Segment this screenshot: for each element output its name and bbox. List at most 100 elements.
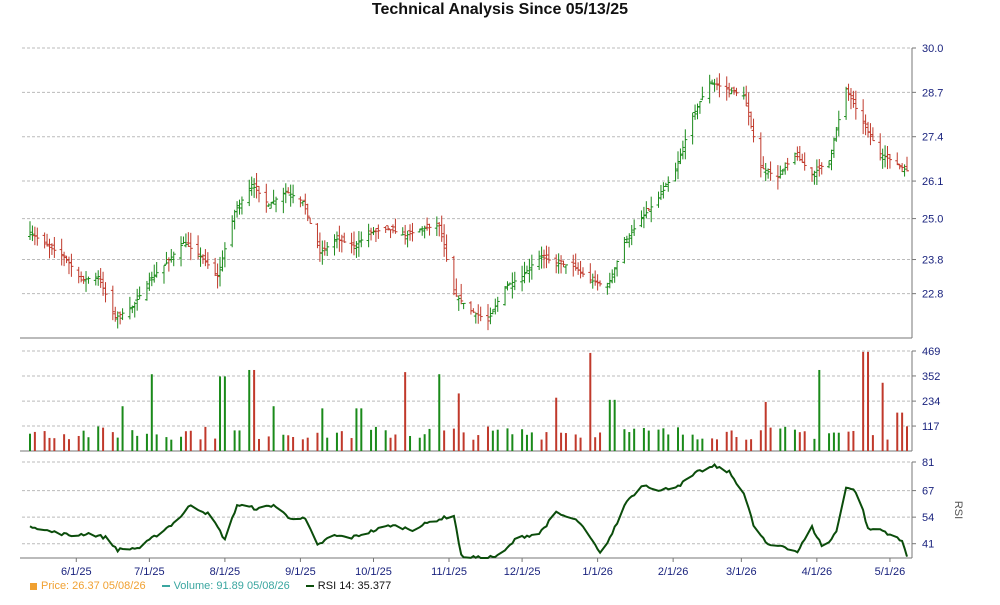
volume-bar (862, 351, 865, 451)
volume-bar (316, 432, 319, 451)
volume-bar (828, 433, 831, 451)
volume-bar (560, 432, 563, 451)
price-legend-swatch (30, 582, 37, 590)
volume-bar (642, 428, 645, 451)
volume-bar (711, 438, 714, 451)
x-tick-label: 5/1/26 (875, 566, 906, 578)
volume-bar (779, 428, 782, 451)
volume-bar (457, 393, 460, 451)
volume-bar (389, 437, 392, 451)
price-y-tick-label: 26.1 (922, 176, 943, 188)
volume-bar (102, 427, 105, 451)
x-tick-label: 12/1/25 (504, 566, 541, 578)
volume-bar (404, 372, 407, 451)
volume-bar (170, 439, 173, 451)
volume-bar (521, 429, 524, 451)
volume-bar (82, 430, 85, 451)
rsi-legend-swatch (305, 585, 314, 587)
volume-bar (233, 430, 236, 451)
rsi-y-tick-label: 67 (922, 486, 934, 498)
volume-bar (881, 382, 884, 451)
volume-bar (803, 431, 806, 451)
volume-bar (267, 436, 270, 451)
volume-bar (418, 437, 421, 451)
volume-bar (745, 439, 748, 451)
volume-bar (340, 431, 343, 451)
volume-bar (184, 431, 187, 451)
volume-bar (423, 434, 426, 451)
volume-bar (832, 432, 835, 451)
volume-bar (837, 432, 840, 451)
volume-bar (764, 401, 767, 451)
price-y-tick-label: 27.4 (922, 132, 943, 144)
volume-bar (428, 428, 431, 451)
volume-bar (472, 439, 475, 451)
volume-bar (306, 437, 309, 451)
volume-bar (301, 439, 304, 451)
volume-bar (735, 437, 738, 451)
volume-bar (43, 431, 46, 451)
volume-bar (901, 412, 904, 451)
volume-bar (282, 434, 285, 451)
page-title: Technical Analysis Since 05/13/25 (371, 1, 629, 18)
volume-bar (589, 352, 592, 451)
x-tick-label: 1/1/26 (582, 566, 613, 578)
volume-bar (155, 434, 158, 451)
volume-bar (730, 430, 733, 451)
volume-legend-swatch (161, 585, 170, 587)
volume-bar (715, 439, 718, 451)
volume-bar (292, 437, 295, 451)
price-legend-label: Price: 26.37 05/08/26 (41, 580, 146, 592)
volume-bar (374, 426, 377, 451)
volume-bar (852, 430, 855, 451)
volume-bar (48, 437, 51, 451)
volume-bar (886, 439, 889, 451)
volume-bar (63, 434, 66, 451)
price-y-tick-label: 28.7 (922, 87, 943, 99)
volume-bar (189, 430, 192, 451)
volume-bar (628, 432, 631, 451)
volume-bar (667, 434, 670, 451)
volume-bar (701, 438, 704, 451)
volume-bar (87, 437, 90, 451)
rsi-axis-title: RSI (952, 501, 964, 519)
legend: Price: 26.37 05/08/26 Volume: 91.89 05/0… (30, 580, 391, 592)
volume-bar (725, 431, 728, 451)
x-tick-label: 6/1/25 (61, 566, 92, 578)
volume-bar (67, 439, 70, 451)
x-tick-label: 7/1/25 (134, 566, 165, 578)
volume-bar (608, 399, 611, 451)
rsi-y-tick-label: 81 (922, 457, 934, 469)
volume-bar (335, 432, 338, 451)
volume-y-tick-label: 469 (922, 346, 940, 358)
volume-bar (350, 438, 353, 451)
volume-bar (199, 439, 202, 451)
price-y-tick-label: 25.0 (922, 214, 943, 226)
volume-bar (759, 430, 762, 451)
volume-bar (204, 426, 207, 451)
volume-bar (486, 426, 489, 451)
volume-bar (818, 369, 821, 451)
volume-bar (180, 436, 183, 451)
volume-bar (691, 434, 694, 451)
volume-bar (613, 399, 616, 451)
volume-bar (784, 426, 787, 451)
rsi-y-tick-label: 41 (922, 539, 934, 551)
x-tick-label: 9/1/25 (285, 566, 316, 578)
legend-item-rsi: RSI 14: 35.377 (305, 580, 391, 592)
volume-bar (647, 430, 650, 451)
volume-bar (131, 430, 134, 451)
volume-bar (847, 431, 850, 451)
x-tick-label: 10/1/25 (355, 566, 392, 578)
volume-bar (116, 437, 119, 451)
volume-bar (545, 432, 548, 451)
volume-bar (871, 435, 874, 451)
volume-bar (443, 430, 446, 451)
x-tick-label: 8/1/25 (210, 566, 241, 578)
volume-bar (657, 429, 660, 451)
volume-bar (574, 434, 577, 451)
volume-bar (769, 427, 772, 451)
volume-bar (623, 429, 626, 451)
volume-bar (491, 430, 494, 451)
